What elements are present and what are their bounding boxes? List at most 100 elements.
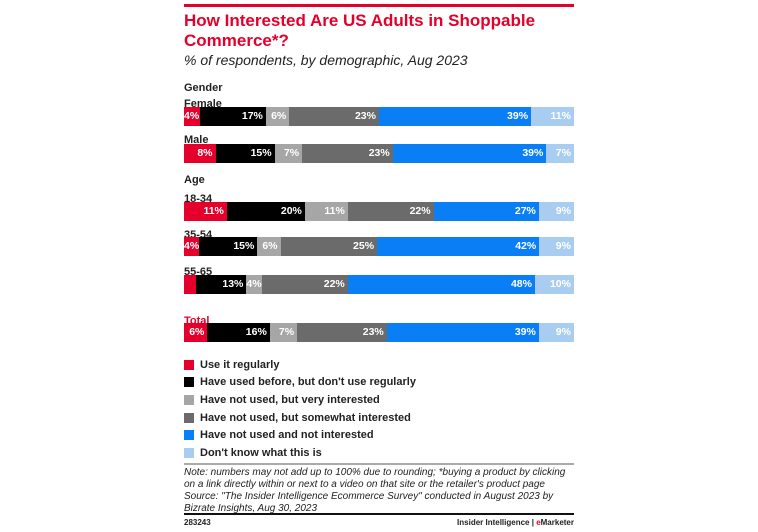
category-label: Male	[184, 134, 209, 146]
chart-id: 283243	[184, 518, 211, 527]
bar-segment: 13%	[195, 275, 247, 294]
data-label: 11%	[324, 205, 345, 217]
bar-segment: 39%	[378, 107, 532, 126]
data-label: 27%	[514, 205, 536, 217]
data-label: 6%	[189, 326, 205, 338]
bar-segment: 9%	[538, 202, 574, 221]
footnote: Note: numbers may not add up to 100% due…	[184, 467, 576, 515]
source-text: Source: "The Insider Intelligence Ecomme…	[184, 491, 554, 514]
bar-segment: •3%	[184, 275, 217, 294]
bar-row: 11% 20% 11% 22% 27% 9%	[184, 202, 574, 221]
legend: Use it regularly Have used before, but do…	[184, 356, 416, 462]
bar-row: 4% 15% 6% 25% 42% 9%	[184, 237, 574, 256]
legend-item: Don't know what this is	[184, 444, 416, 462]
legend-label: Have used before, but don't use regularl…	[200, 376, 416, 389]
bar-segment: 10%	[534, 275, 574, 294]
legend-swatch	[184, 447, 194, 458]
bar-segment: 22%	[347, 202, 434, 221]
data-label: 16%	[245, 326, 267, 338]
bar-segment: 15%	[215, 144, 275, 163]
data-label: 22%	[409, 205, 431, 217]
group-label: Gender	[184, 82, 223, 94]
data-label: 23%	[354, 110, 376, 122]
bar-row: 8% 15% 7% 23% 39% 7%	[184, 144, 574, 163]
data-label: 6%	[262, 240, 278, 252]
data-label: 7%	[283, 147, 300, 159]
legend-label: Have not used, but somewhat interested	[200, 411, 411, 424]
data-label: 23%	[368, 147, 390, 159]
data-label: 8%	[197, 147, 213, 159]
bar-segment: 22%	[261, 275, 348, 294]
bar-row: 4% 17% 6% 23% 39% 11%	[184, 107, 574, 126]
bar-segment: 39%	[392, 144, 547, 163]
data-label: 15%	[233, 240, 255, 252]
bar-segment: 11%	[531, 107, 574, 126]
bar-segment: 4%	[246, 275, 262, 294]
bar-segment: 6%	[184, 323, 208, 342]
legend-item: Have not used and not interested	[184, 426, 416, 444]
bar-segment: 48%	[347, 275, 535, 294]
bar-segment: 25%	[280, 237, 378, 256]
bar-segment: 17%	[199, 107, 266, 126]
bar-segment: 4%	[184, 107, 200, 126]
divider	[184, 463, 574, 465]
legend-swatch	[184, 394, 194, 405]
legend-item: Have not used, but very interested	[184, 391, 416, 409]
bar-segment: 9%	[538, 323, 574, 342]
data-label: 4%	[246, 278, 262, 290]
legend-item: Use it regularly	[184, 356, 416, 374]
legend-label: Don't know what this is	[200, 446, 322, 459]
bar-segment: 6%	[265, 107, 290, 126]
bar-segment: 9%	[539, 237, 574, 256]
bar-segment: 16%	[207, 323, 270, 342]
legend-label: Use it regularly	[200, 358, 280, 371]
data-label: 17%	[241, 110, 263, 122]
note-text: Note: numbers may not add up to 100% due…	[184, 467, 566, 490]
group-label: Age	[184, 174, 205, 186]
legend-swatch	[184, 430, 194, 441]
data-label: 13%	[222, 278, 244, 290]
data-label: 15%	[250, 147, 272, 159]
data-label: 7%	[555, 147, 571, 159]
bar-segment: 7%	[269, 323, 298, 342]
data-label: 4%	[184, 110, 200, 122]
bar-segment: 7%	[546, 144, 574, 163]
divider	[184, 513, 574, 515]
data-label: 42%	[515, 240, 537, 252]
bar-segment: 6%	[257, 237, 281, 256]
data-label: 9%	[555, 326, 571, 338]
data-label: 20%	[280, 205, 302, 217]
data-label: 4%	[184, 240, 200, 252]
data-label: 48%	[510, 278, 532, 290]
legend-label: Have not used, but very interested	[200, 393, 380, 406]
top-rule	[184, 4, 574, 7]
data-label: 9%	[555, 205, 571, 217]
data-label: 39%	[522, 147, 544, 159]
data-label: 9%	[555, 240, 571, 252]
brand-logo: Insider Intelligence | eMarketer	[457, 518, 574, 527]
data-label: 11%	[203, 205, 224, 217]
data-label: 10%	[549, 278, 571, 290]
data-label: 22%	[323, 278, 345, 290]
bar-segment: 15%	[199, 237, 258, 256]
data-label: 7%	[278, 326, 295, 338]
bar-segment: 11%	[184, 202, 227, 221]
legend-swatch	[184, 412, 194, 423]
bar-segment: 7%	[274, 144, 303, 163]
legend-label: Have not used and not interested	[200, 429, 374, 442]
legend-swatch	[184, 359, 194, 370]
legend-item: Have used before, but don't use regularl…	[184, 374, 416, 392]
bar-segment: 23%	[302, 144, 393, 163]
bar-segment: 11%	[304, 202, 348, 221]
bar-segment: 20%	[226, 202, 305, 221]
chart-title: How Interested Are US Adults in Shoppabl…	[184, 11, 536, 50]
bar-segment: 23%	[297, 323, 387, 342]
bar-segment: 23%	[289, 107, 379, 126]
data-label: 6%	[271, 110, 287, 122]
data-label: 23%	[362, 326, 384, 338]
chart-subtitle: % of respondents, by demographic, Aug 20…	[184, 52, 468, 68]
bar-row: •3% 13%4% 22% 48% 10%	[184, 275, 574, 294]
bar-segment: 42%	[377, 237, 540, 256]
data-label: 39%	[514, 326, 536, 338]
